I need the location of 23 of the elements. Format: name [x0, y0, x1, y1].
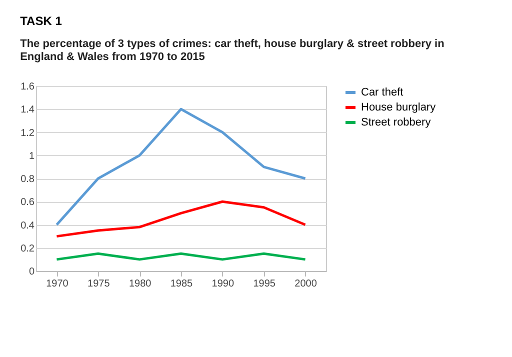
legend-label: Street robbery: [361, 116, 432, 128]
y-tick-label: 0.8: [20, 174, 35, 185]
x-tick-label: 1970: [46, 278, 69, 290]
y-tick-label: 1: [28, 150, 35, 162]
legend-label: House burglary: [361, 102, 436, 114]
y-tick-label: 0: [28, 266, 35, 278]
y-tick-label: 0.6: [20, 197, 35, 208]
x-tick-label: 1995: [253, 278, 276, 290]
y-tick-label: 1.6: [20, 82, 35, 92]
x-tick-label: 1985: [170, 278, 194, 290]
legend-label: Car theft: [361, 86, 404, 98]
x-tick-label: 1975: [88, 278, 110, 290]
x-tick-label: 2000: [294, 278, 318, 290]
chart-title: TASK 1: [20, 14, 62, 28]
line-series: [55, 200, 307, 238]
y-tick-label: 0.2: [20, 243, 35, 254]
y-tick-label: 1.2: [20, 128, 35, 139]
chart-subtitle: The percentage of 3 types of crimes: car theft, house burglary & street robbery in England & Wales from 1970 to 2015: [20, 38, 445, 63]
line-series: [55, 108, 307, 226]
y-tick-label: 0.4: [20, 220, 35, 232]
x-tick-label: 1980: [128, 278, 152, 290]
x-tick-label: 1990: [212, 278, 234, 290]
y-tick-label: 1.4: [20, 104, 35, 116]
